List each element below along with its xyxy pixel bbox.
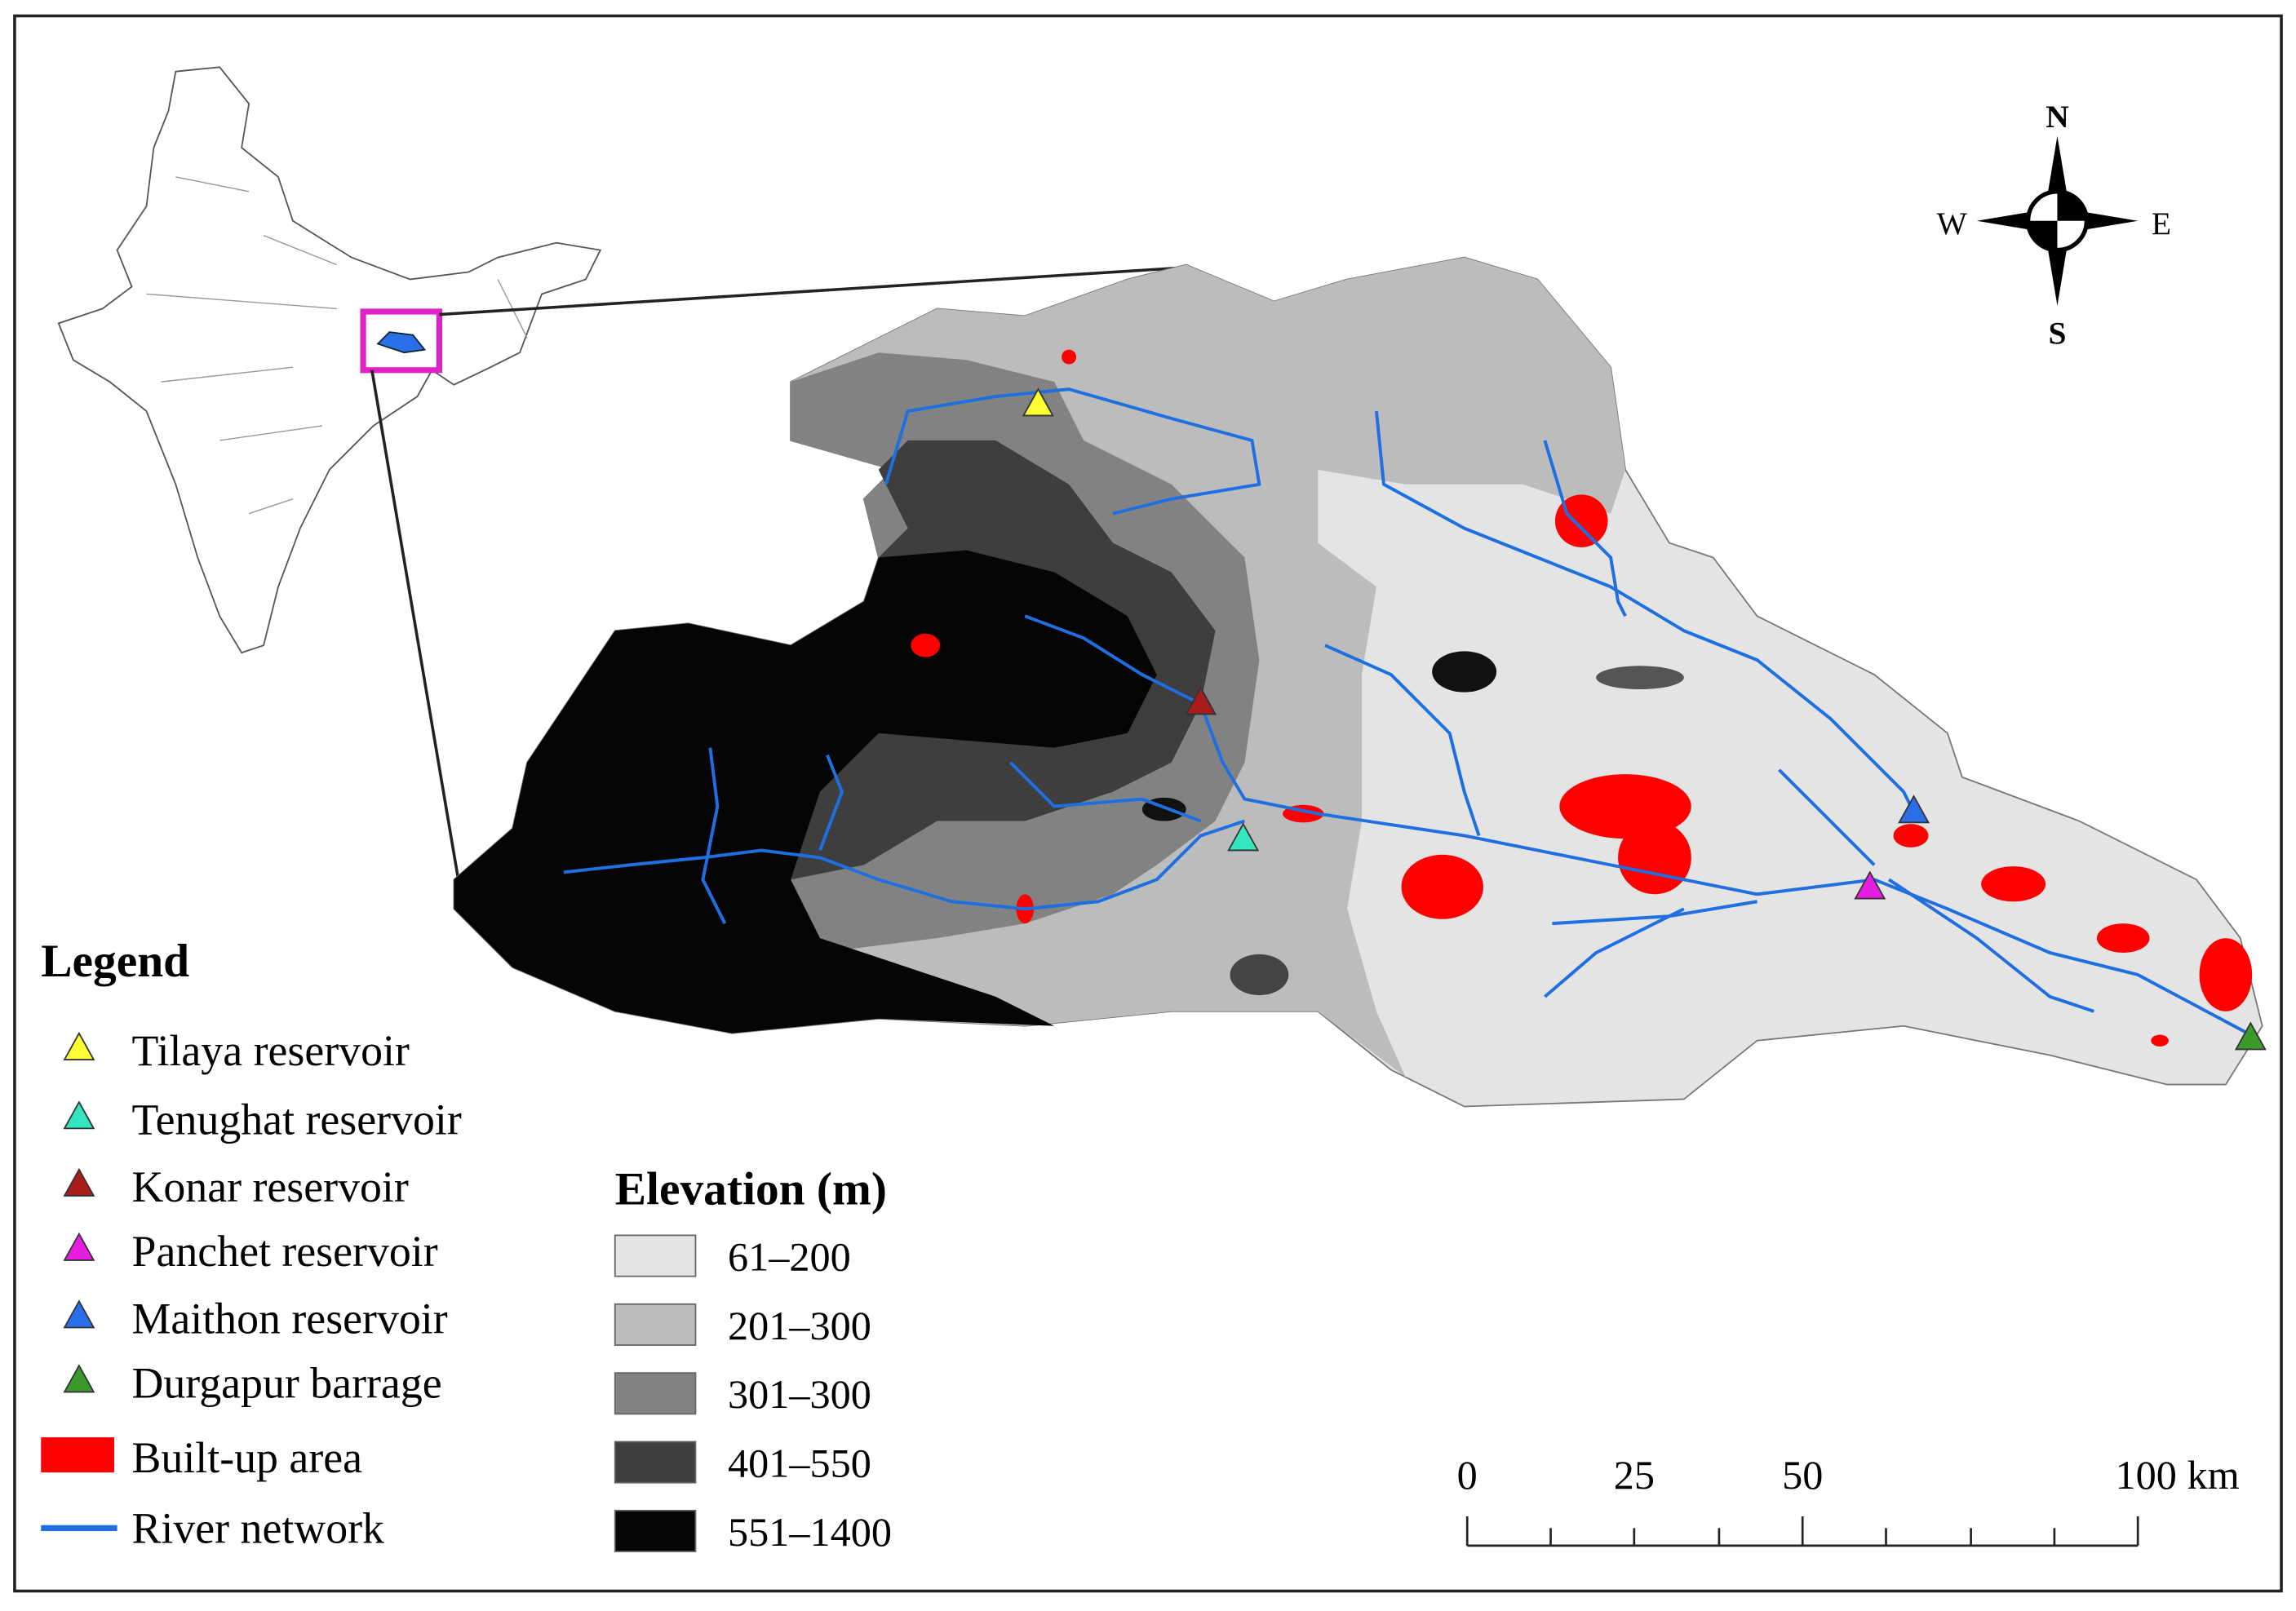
compass-north: N <box>2046 99 2069 135</box>
basin-551-1400 <box>454 550 1157 1033</box>
scale-bar <box>1465 1516 2139 1547</box>
elevation-label: 551–1400 <box>728 1509 892 1555</box>
scale-label: 50 <box>1782 1452 1823 1498</box>
legend-symbol <box>63 1100 95 1130</box>
elevation-label: 201–300 <box>728 1303 871 1348</box>
elevation-swatch <box>614 1303 697 1346</box>
scale-label: 100 km <box>2116 1452 2240 1498</box>
elevation-swatch <box>614 1509 697 1552</box>
elevation-label: 401–550 <box>728 1441 871 1486</box>
legend-label: Built-up area <box>132 1433 363 1482</box>
legend-label: Durgapur barrage <box>132 1359 442 1408</box>
elevation-swatch <box>614 1441 697 1484</box>
state-borders <box>146 176 528 515</box>
reservoir-marker <box>1185 686 1217 715</box>
elevation-label: 301–300 <box>728 1371 871 1417</box>
elevation-title: Elevation (m) <box>615 1164 887 1215</box>
legend-label: Panchet reservoir <box>132 1227 438 1276</box>
scale-label: 0 <box>1457 1452 1478 1498</box>
connector <box>370 370 460 880</box>
legend-label: Tilaya reservoir <box>132 1026 410 1075</box>
legend-symbol <box>63 1299 95 1329</box>
compass-rose <box>1976 135 2139 306</box>
inset-box <box>360 308 442 374</box>
connector <box>439 266 1184 316</box>
elevation-swatch <box>614 1234 697 1277</box>
legend-symbol <box>63 1232 95 1261</box>
legend-symbol <box>41 1437 114 1473</box>
reservoir-marker <box>1854 870 1886 900</box>
hill <box>1432 651 1497 693</box>
compass-west: W <box>1937 206 1968 241</box>
legend-symbol <box>63 1031 95 1060</box>
legend-symbol <box>63 1364 95 1393</box>
legend-label: Maithon reservoir <box>132 1295 448 1343</box>
legend-symbol <box>63 1167 95 1197</box>
legend-label: Tenughat reservoir <box>132 1095 462 1144</box>
reservoir-marker <box>1227 822 1260 852</box>
legend-title: Legend <box>41 936 189 987</box>
river-network <box>563 387 2249 1035</box>
scale-label: 25 <box>1614 1452 1655 1498</box>
legend-label: River network <box>132 1503 385 1552</box>
reservoir-marker <box>1022 387 1054 417</box>
india-outline <box>57 66 602 654</box>
reservoir-marker <box>1898 794 1930 824</box>
reservoir-marker <box>2234 1021 2267 1051</box>
elevation-label: 61–200 <box>728 1233 851 1279</box>
hill <box>1230 954 1289 996</box>
compass-south: S <box>2048 315 2066 351</box>
legend-label: Konar reservoir <box>132 1162 409 1211</box>
compass-east: E <box>2152 206 2171 241</box>
symbols <box>1022 387 2267 1051</box>
elevation-swatch <box>614 1372 697 1415</box>
hill <box>1596 666 1684 690</box>
basin-inset <box>376 331 427 354</box>
